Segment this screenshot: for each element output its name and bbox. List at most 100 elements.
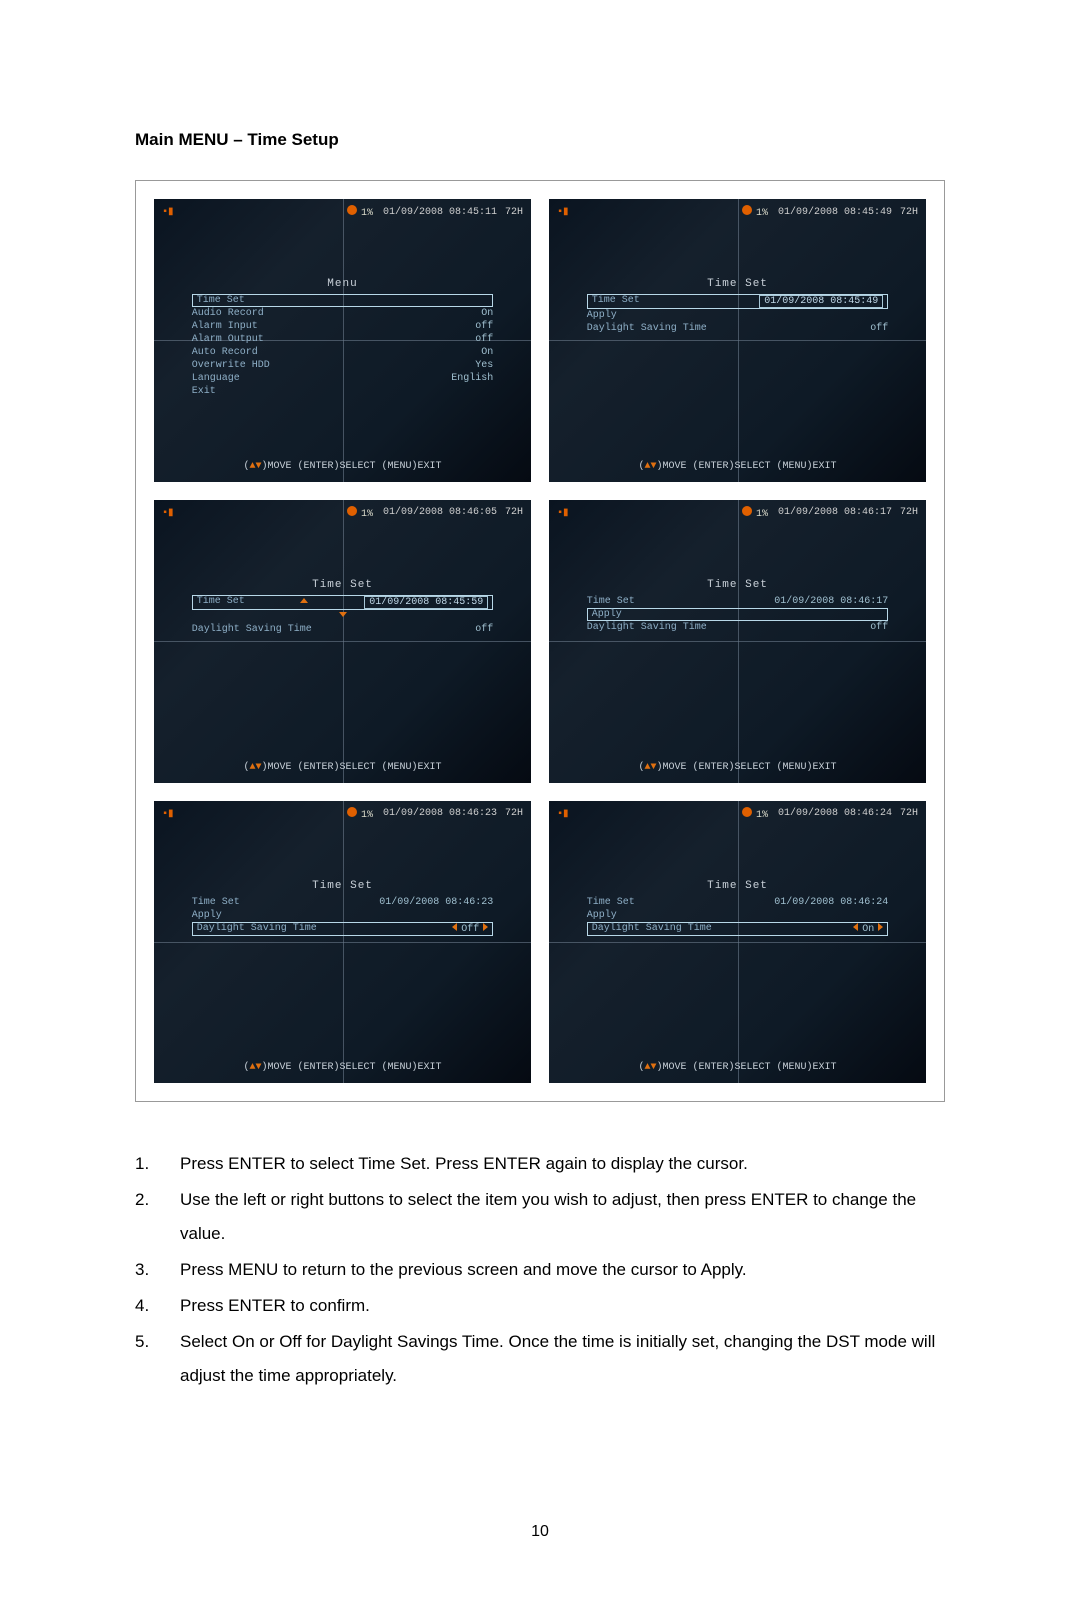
- menu-row[interactable]: Alarm Inputoff: [192, 320, 494, 333]
- menu-row-value: English: [451, 373, 493, 384]
- menu-hint: (▲▼)MOVE (ENTER)SELECT (MENU)EXIT: [549, 762, 926, 773]
- menu-hint: (▲▼)MOVE (ENTER)SELECT (MENU)EXIT: [154, 1062, 531, 1073]
- record-icon: ▪▮: [162, 808, 174, 820]
- instruction-number: 5.: [135, 1325, 180, 1393]
- instruction-text: Press ENTER to select Time Set. Press EN…: [180, 1147, 945, 1181]
- dvr-screenshot: ▪▮ 1% 01/09/2008 08:46:23 72H Time Set Time S…: [154, 801, 531, 1084]
- menu-row[interactable]: Time Set01/09/2008 08:45:59: [192, 595, 494, 610]
- status-hours: 72H: [900, 808, 918, 819]
- hdd-percent: 1%: [347, 807, 373, 821]
- menu-row[interactable]: Alarm Outputoff: [192, 333, 494, 346]
- menu-row-value: off: [475, 321, 493, 332]
- page-number: 10: [135, 1523, 945, 1541]
- menu-row[interactable]: Overwrite HDDYes: [192, 359, 494, 372]
- menu-row-label: Apply: [587, 910, 617, 921]
- hdd-percent: 1%: [347, 205, 373, 219]
- dvr-screenshot: ▪▮1%01/09/2008 08:46:1772HTime SetTime S…: [549, 500, 926, 783]
- menu-row[interactable]: Audio Record On: [192, 307, 494, 320]
- menu-row[interactable]: Time Set 01/09/2008 08:46:17: [587, 595, 889, 608]
- menu-row-label: Time Set: [587, 897, 635, 908]
- menu-row[interactable]: Apply: [192, 909, 494, 922]
- menu-row-value: off: [870, 622, 888, 633]
- menu-row-value: 01/09/2008 08:45:49: [759, 295, 883, 308]
- instruction-item: 1.Press ENTER to select Time Set. Press …: [135, 1147, 945, 1181]
- status-timestamp: 01/09/2008 08:45:11: [383, 207, 497, 218]
- menu-row-label: Time Set: [197, 295, 245, 306]
- menu-row[interactable]: Apply: [587, 309, 889, 322]
- menu-row[interactable]: Daylight Saving Time Off: [192, 922, 494, 936]
- menu-row[interactable]: Language English: [192, 372, 494, 385]
- menu-row[interactable]: Time Set 01/09/2008 08:45:49: [587, 294, 889, 309]
- hdd-percent: 1%: [347, 506, 373, 520]
- status-timestamp: 01/09/2008 08:46:23: [383, 808, 497, 819]
- menu-row[interactable]: Apply: [587, 909, 889, 922]
- record-icon: ▪▮: [162, 206, 174, 218]
- dvr-screenshot: ▪▮1%01/09/2008 08:45:4972HTime SetTime S…: [549, 199, 926, 482]
- hdd-percent: 1%: [742, 205, 768, 219]
- instruction-number: 1.: [135, 1147, 180, 1181]
- menu-hint: (▲▼)MOVE (ENTER)SELECT (MENU)EXIT: [154, 461, 531, 472]
- menu-row-label: Auto Record: [192, 347, 258, 358]
- menu-row-label: Audio Record: [192, 308, 264, 319]
- menu-row[interactable]: Time Set 01/09/2008 08:46:24: [587, 896, 889, 909]
- menu-row-value: 01/09/2008 08:46:23: [379, 897, 493, 908]
- menu-row-value: Off: [452, 923, 488, 935]
- instruction-text: Select On or Off for Daylight Savings Ti…: [180, 1325, 945, 1393]
- menu-row[interactable]: Daylight Saving Time off: [587, 322, 889, 335]
- menu-row-value: 01/09/2008 08:46:17: [774, 596, 888, 607]
- menu-row[interactable]: Exit: [192, 385, 494, 398]
- menu-row-label: Time Set: [197, 596, 245, 609]
- status-timestamp: 01/09/2008 08:46:17: [778, 507, 892, 518]
- menu-row-label: Apply: [592, 609, 622, 620]
- instruction-item: 4.Press ENTER to confirm.: [135, 1289, 945, 1323]
- instruction-text: Press MENU to return to the previous scr…: [180, 1253, 945, 1287]
- dvr-screenshot: ▪▮1%01/09/2008 08:46:0572HTime SetTime S…: [154, 500, 531, 783]
- status-hours: 72H: [505, 207, 523, 218]
- record-icon: ▪▮: [557, 808, 569, 820]
- menu-row-value: On: [481, 308, 493, 319]
- menu-row[interactable]: Daylight Saving Timeoff: [192, 623, 494, 636]
- menu-row-label: Language: [192, 373, 240, 384]
- menu-title: Time Set: [587, 579, 889, 591]
- status-hours: 72H: [900, 207, 918, 218]
- menu-row-value: off: [475, 334, 493, 345]
- instructions-list: 1.Press ENTER to select Time Set. Press …: [135, 1147, 945, 1393]
- menu-row-label: Daylight Saving Time: [587, 323, 707, 334]
- instruction-number: 4.: [135, 1289, 180, 1323]
- dvr-screenshot: ▪▮1%01/09/2008 08:45:1172HMenuTime SetAu…: [154, 199, 531, 482]
- menu-row[interactable]: Auto RecordOn: [192, 346, 494, 359]
- section-title: Main MENU – Time Setup: [135, 130, 945, 150]
- status-hours: 72H: [900, 507, 918, 518]
- arrow-down-icon: [339, 612, 347, 617]
- menu-title: Menu: [192, 278, 494, 290]
- menu-title: Time Set: [192, 579, 494, 591]
- menu-row-value: off: [870, 323, 888, 334]
- menu-row-value: Yes: [475, 360, 493, 371]
- menu-row[interactable]: Daylight Saving TimeOn: [587, 922, 889, 936]
- menu-row-label: Apply: [192, 910, 222, 921]
- instruction-item: 5.Select On or Off for Daylight Savings …: [135, 1325, 945, 1393]
- menu-row[interactable]: Daylight Saving Time off: [587, 621, 889, 634]
- record-icon: ▪▮: [557, 206, 569, 218]
- menu-title: Time Set: [587, 278, 889, 290]
- record-icon: ▪▮: [162, 507, 174, 519]
- arrow-right-icon: [878, 923, 883, 931]
- menu-title: Time Set: [192, 880, 494, 892]
- arrow-up-icon: [300, 598, 308, 603]
- status-timestamp: 01/09/2008 08:46:05: [383, 507, 497, 518]
- menu-hint: (▲▼)MOVE (ENTER)SELECT (MENU)EXIT: [549, 461, 926, 472]
- instruction-item: 2.Use the left or right buttons to selec…: [135, 1183, 945, 1251]
- menu-row[interactable]: Time Set01/09/2008 08:46:23: [192, 896, 494, 909]
- menu-row-label: Exit: [192, 386, 216, 397]
- menu-row-label: Time Set: [587, 596, 635, 607]
- menu-row[interactable]: Apply: [587, 608, 889, 621]
- menu-row-label: Apply: [587, 310, 617, 321]
- menu-row-label: Daylight Saving Time: [192, 624, 312, 635]
- menu-row-label: Time Set: [592, 295, 640, 308]
- menu-row-label: Daylight Saving Time: [587, 622, 707, 633]
- status-hours: 72H: [505, 507, 523, 518]
- status-hours: 72H: [505, 808, 523, 819]
- menu-row[interactable]: Time Set: [192, 294, 494, 307]
- menu-row-value: 01/09/2008 08:46:24: [774, 897, 888, 908]
- menu-row-label: Daylight Saving Time: [197, 923, 317, 935]
